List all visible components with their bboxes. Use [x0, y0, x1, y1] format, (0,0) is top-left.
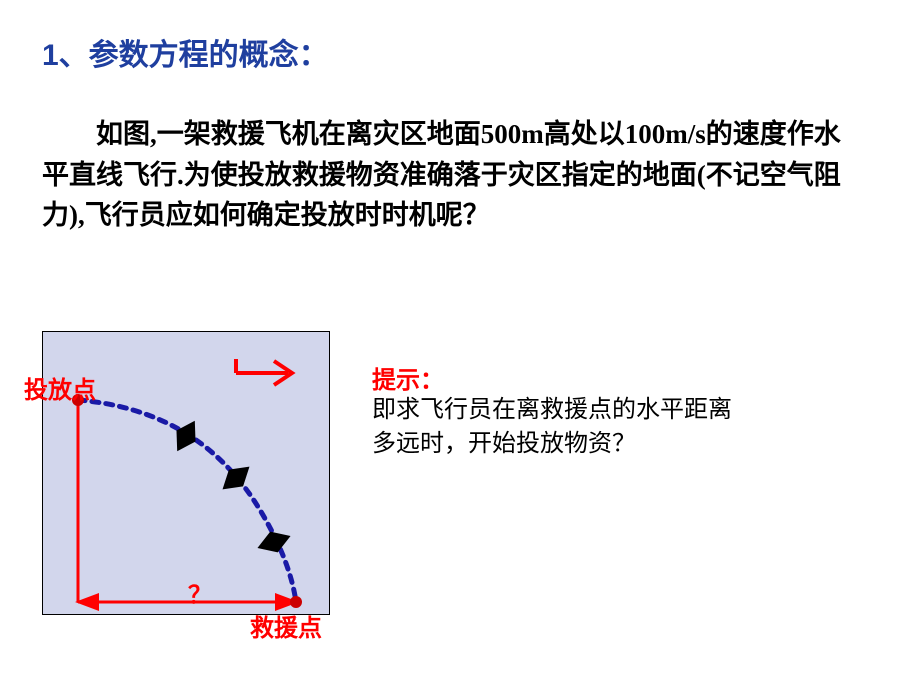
rescue-point-dot: [290, 596, 302, 608]
distance-question-mark: ？: [188, 575, 212, 610]
trajectory-markers: [168, 415, 295, 558]
hint-label: 提示：: [372, 360, 444, 395]
airplane-direction-arrow: [236, 359, 292, 385]
hint-text: 即求飞行员在离救援点的水平距离 多远时，开始投放物资？: [372, 394, 892, 461]
diagram-svg: [0, 0, 920, 690]
rescue-point-label: 救援点: [250, 608, 322, 643]
drop-point-label: 投放点: [24, 370, 96, 405]
